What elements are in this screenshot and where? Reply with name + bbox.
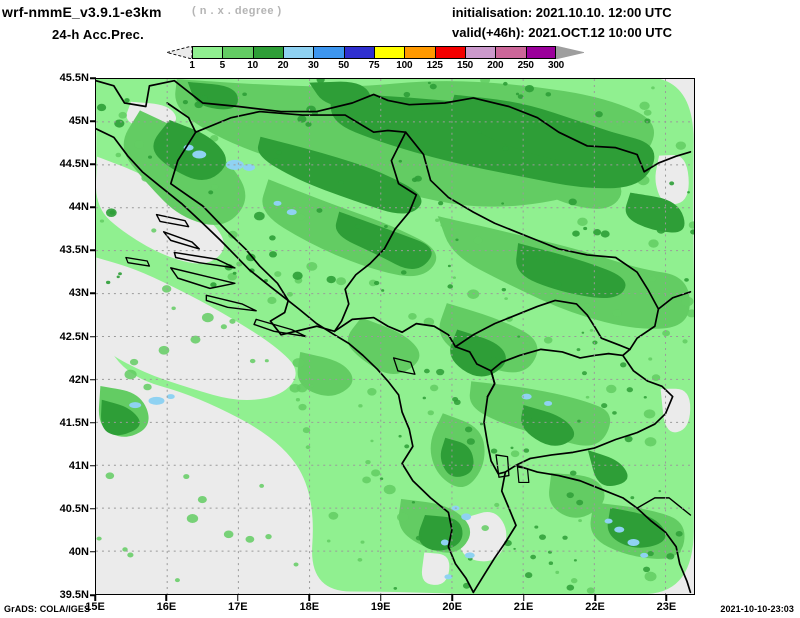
field-title: 24-h Acc.Prec.: [52, 27, 144, 42]
y-axis-tick-mark: [90, 163, 96, 165]
colorbar-swatch: [192, 46, 223, 59]
y-axis-tick-label: 44.5N: [59, 158, 89, 171]
colorbar-swatch: [222, 46, 253, 59]
colorbar-tick-label: 50: [338, 60, 350, 71]
y-axis-tick-mark: [90, 378, 96, 381]
colorbar-swatch: [343, 46, 374, 59]
x-axis-tick-mark: [594, 595, 596, 601]
y-axis-tick-mark: [90, 249, 96, 252]
colorbar-swatch: [313, 46, 344, 59]
y-axis-tick-label: 45.5N: [59, 72, 89, 84]
colorbar-tick-label: 150: [456, 60, 474, 71]
x-axis-tick-label: 20E: [442, 601, 462, 613]
precipitation-field: [96, 79, 694, 594]
x-axis-tick-mark: [665, 595, 668, 601]
y-axis-tick-label: 45N: [68, 115, 89, 128]
colorbar-swatch: [434, 46, 465, 59]
colorbar-swatch: [282, 46, 314, 59]
initialisation-time: initialisation: 2021.10.10. 12:00 UTC: [452, 5, 672, 20]
colorbar-over-arrow-icon: [556, 46, 584, 59]
x-axis-tick-label: 17E: [228, 601, 248, 613]
render-timestamp: 2021-10-10-23:03: [720, 604, 794, 614]
y-axis-tick-label: 42.5N: [59, 330, 89, 343]
model-title-annotation: ( n . x . degree ): [192, 5, 282, 17]
colorbar-swatch: [464, 46, 496, 59]
colorbar-swatch: [404, 46, 435, 59]
colorbar-tick-label: 250: [517, 60, 534, 71]
precipitation-map[interactable]: [95, 78, 695, 595]
colorbar-swatch: [373, 46, 405, 59]
colorbar-tick-label: 10: [247, 60, 259, 71]
x-axis-tick-mark: [94, 595, 96, 601]
y-axis-tick-mark: [90, 421, 96, 424]
y-axis-tick-label: 44N: [68, 201, 89, 214]
y-axis-tick-label: 39.5N: [59, 589, 89, 601]
x-axis-tick-label: 18E: [299, 601, 320, 613]
x-axis-tick-mark: [237, 595, 239, 601]
y-axis-tick-mark: [90, 508, 96, 510]
y-axis-tick-mark: [90, 335, 96, 338]
y-axis-tick-mark: [90, 292, 96, 295]
colorbar-tick-label: 75: [368, 60, 380, 71]
x-axis-tick-label: 19E: [370, 601, 391, 613]
colorbar-tick-label: 125: [426, 60, 443, 71]
colorbar-tick-label: 100: [396, 60, 413, 71]
x-axis-tick-label: 23E: [656, 601, 677, 613]
colorbar-tick-label: 5: [219, 60, 226, 71]
y-axis-tick-mark: [90, 77, 96, 79]
x-axis-tick-mark: [451, 595, 453, 601]
y-axis-tick-label: 41.5N: [59, 416, 89, 429]
x-axis-tick-mark: [308, 595, 311, 601]
colorbar-tick-label: 30: [307, 60, 319, 71]
y-axis-tick-label: 40N: [68, 545, 89, 558]
colorbar-tick-label: 20: [277, 60, 289, 71]
y-axis-tick-label: 43.5N: [59, 244, 89, 257]
colorbar-swatch: [525, 46, 556, 59]
x-axis-tick-label: 22E: [585, 601, 605, 613]
y-axis-tick-label: 41N: [68, 459, 89, 472]
valid-time: valid(+46h): 2021.OCT.12 10:00 UTC: [452, 25, 673, 40]
colorbar: 1 5 10 20 30 50 75 100 125 150 200 250 300: [0, 44, 800, 72]
header: wrf-nmmE_v3.9.1-e3km ( n . x . degree ) …: [0, 0, 800, 42]
grads-credit: GrADS: COLA/IGES: [4, 604, 91, 614]
x-axis-tick-mark: [379, 595, 382, 601]
colorbar-under-arrow-icon: [167, 46, 192, 59]
colorbar-tick-labels: 1 5 10 20 30 50 75 100 125 150 200 250 300: [0, 60, 800, 72]
y-axis-tick-mark: [90, 594, 96, 596]
x-axis-tick-label: 15E: [85, 601, 105, 613]
colorbar-tick-label: 1: [189, 60, 195, 71]
colorbar-tick-label: 200: [487, 60, 504, 71]
x-axis-tick-mark: [522, 595, 525, 601]
y-axis-tick-mark: [90, 206, 96, 208]
colorbar-swatch: [252, 46, 283, 59]
y-axis-tick-mark: [90, 465, 96, 467]
y-axis-tick-mark: [90, 551, 96, 553]
y-axis-tick-label: 43N: [68, 287, 89, 300]
y-axis-tick-label: 42N: [68, 373, 89, 386]
x-axis-tick-label: 21E: [513, 601, 534, 613]
y-axis-tick-mark: [90, 120, 96, 122]
colorbar-tick-label: 300: [547, 60, 565, 71]
model-title: wrf-nmmE_v3.9.1-e3km: [2, 4, 162, 20]
y-axis-tick-label: 40.5N: [59, 502, 89, 515]
colorbar-swatch: [495, 46, 526, 59]
x-axis-tick-mark: [165, 595, 168, 601]
colorbar-swatches: [192, 46, 556, 59]
x-axis-tick-label: 16E: [156, 601, 177, 613]
